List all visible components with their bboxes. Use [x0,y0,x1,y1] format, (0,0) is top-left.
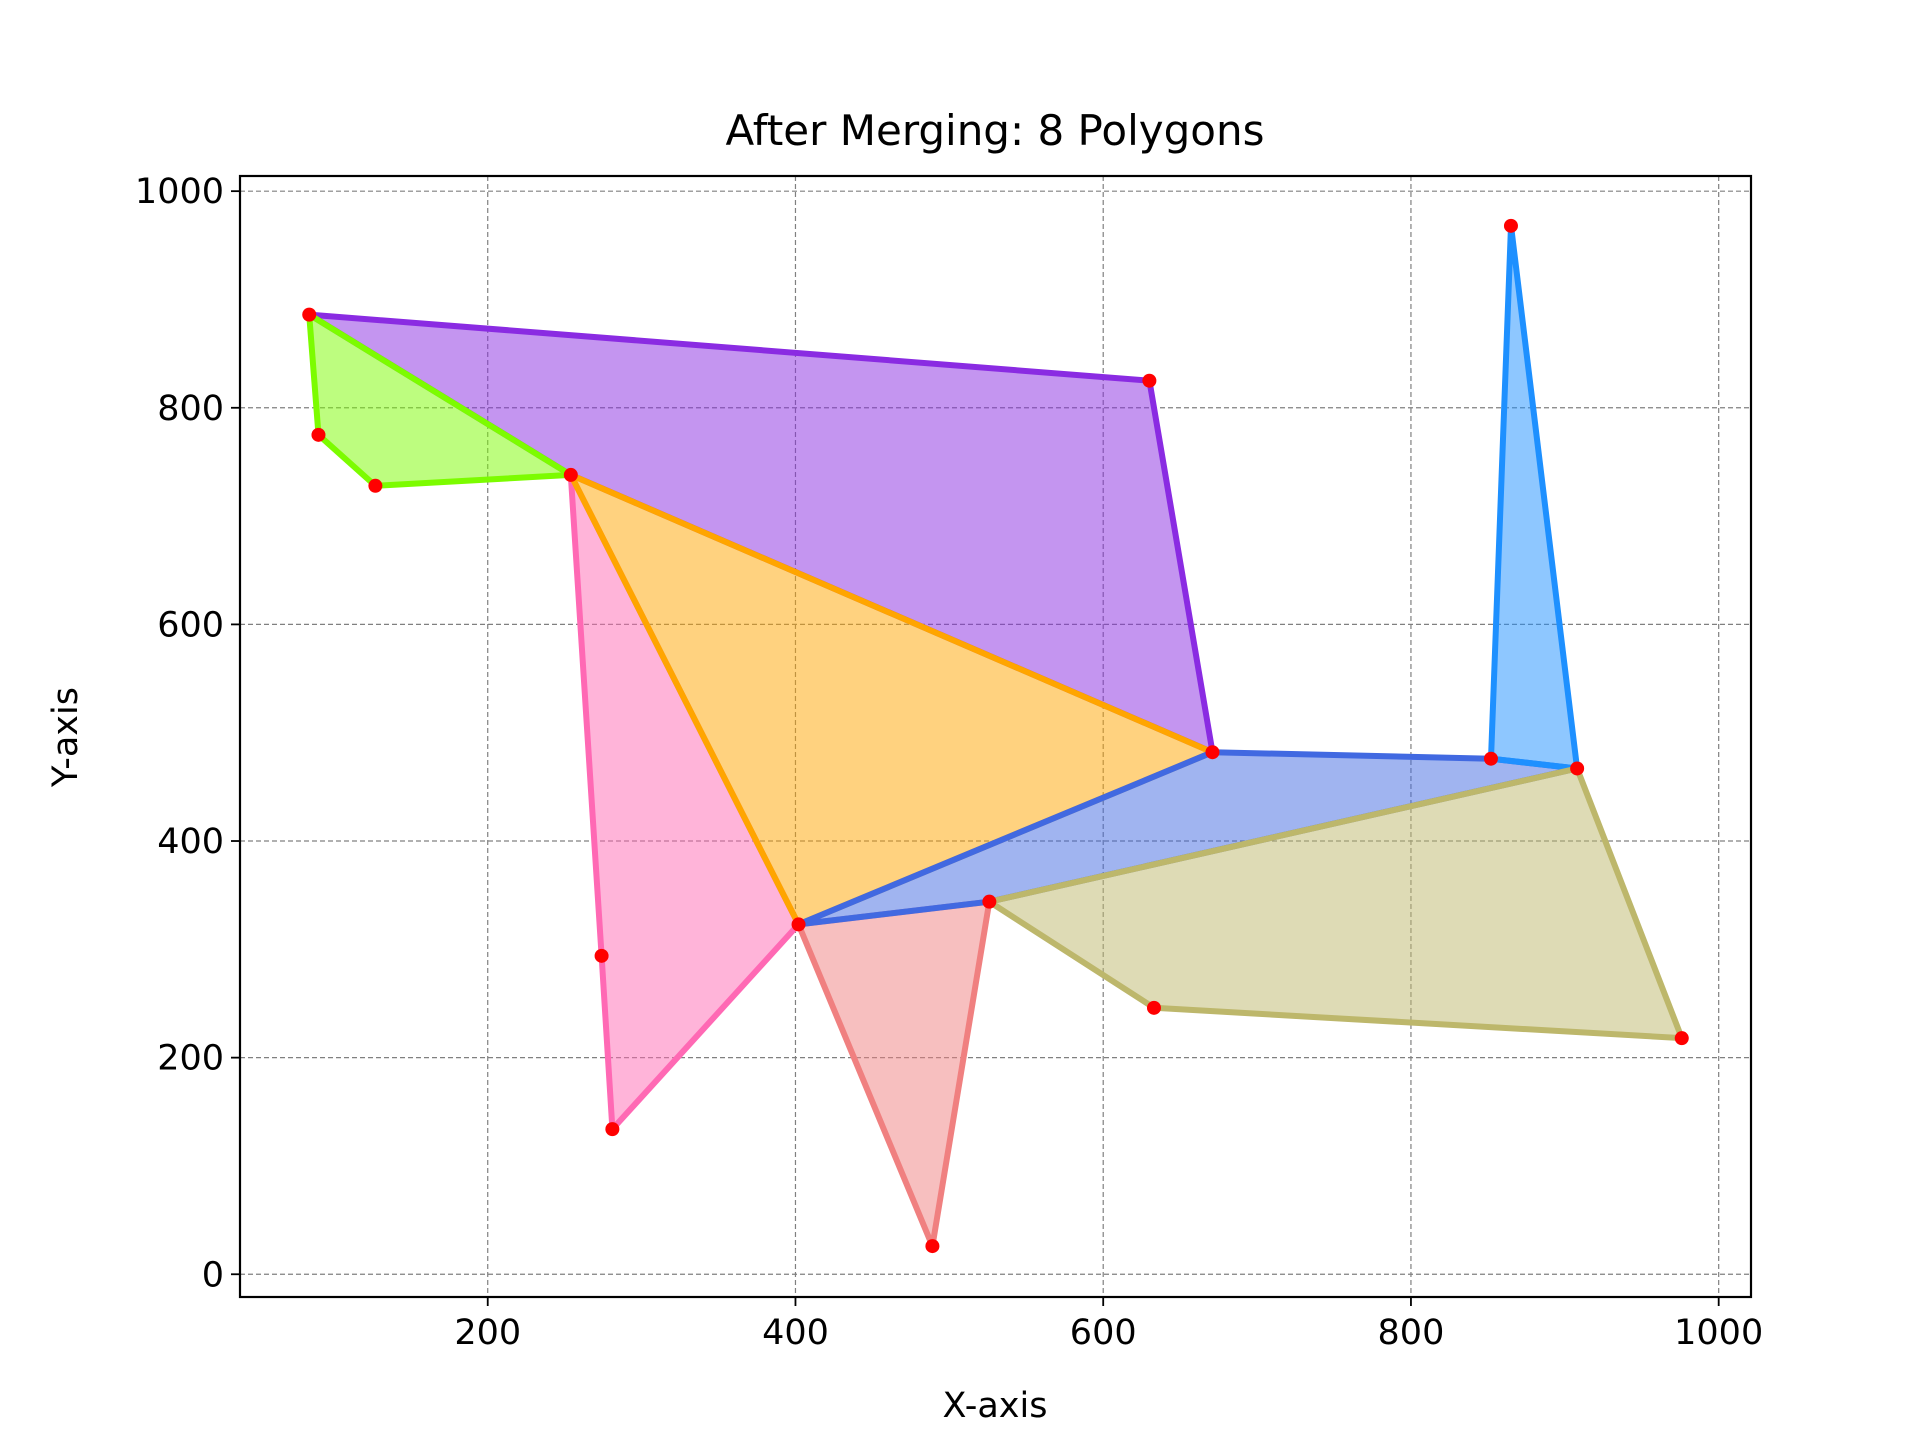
y-axis-label: Y-axis [46,687,86,788]
vertex-point [982,894,997,909]
vertices [302,218,1689,1254]
vertex-point [1146,1000,1161,1015]
x-axis-label: X-axis [943,1386,1048,1426]
vertex-point [563,467,578,482]
vertex-point [1570,761,1585,776]
vertex-point [791,917,806,932]
vertex-point [1483,751,1498,766]
vertex-point [368,478,383,493]
y-tick-label: 400 [157,822,224,862]
x-tick-label: 600 [1070,1313,1137,1353]
y-tick-label: 600 [157,605,224,645]
plot-frame [238,174,1753,1299]
y-tick-label: 1000 [135,172,224,212]
vertex-point [925,1239,940,1254]
y-tick-label: 0 [202,1255,224,1295]
y-axis-ticks: 0 200 400 600 800 1000 [135,172,240,1295]
vertex-point [1503,218,1518,233]
polygon-shape [1488,222,1581,772]
vertex-point [605,1122,620,1137]
vertex-point [311,427,326,442]
polygons [306,222,1685,1250]
vertex-point [1142,373,1157,388]
x-tick-label: 800 [1378,1313,1445,1353]
x-tick-label: 200 [454,1313,521,1353]
chart-title: After Merging: 8 Polygons [726,106,1265,155]
vertex-point [1674,1031,1689,1046]
vertex-point [302,307,317,322]
x-tick-label: 400 [762,1313,829,1353]
x-tick-label: 1000 [1674,1313,1763,1353]
x-axis-ticks: 200 400 600 800 1000 [454,1297,1763,1353]
y-tick-label: 200 [157,1039,224,1079]
vertex-point [594,948,609,963]
y-tick-label: 800 [157,389,224,429]
vertex-point [1205,745,1220,760]
